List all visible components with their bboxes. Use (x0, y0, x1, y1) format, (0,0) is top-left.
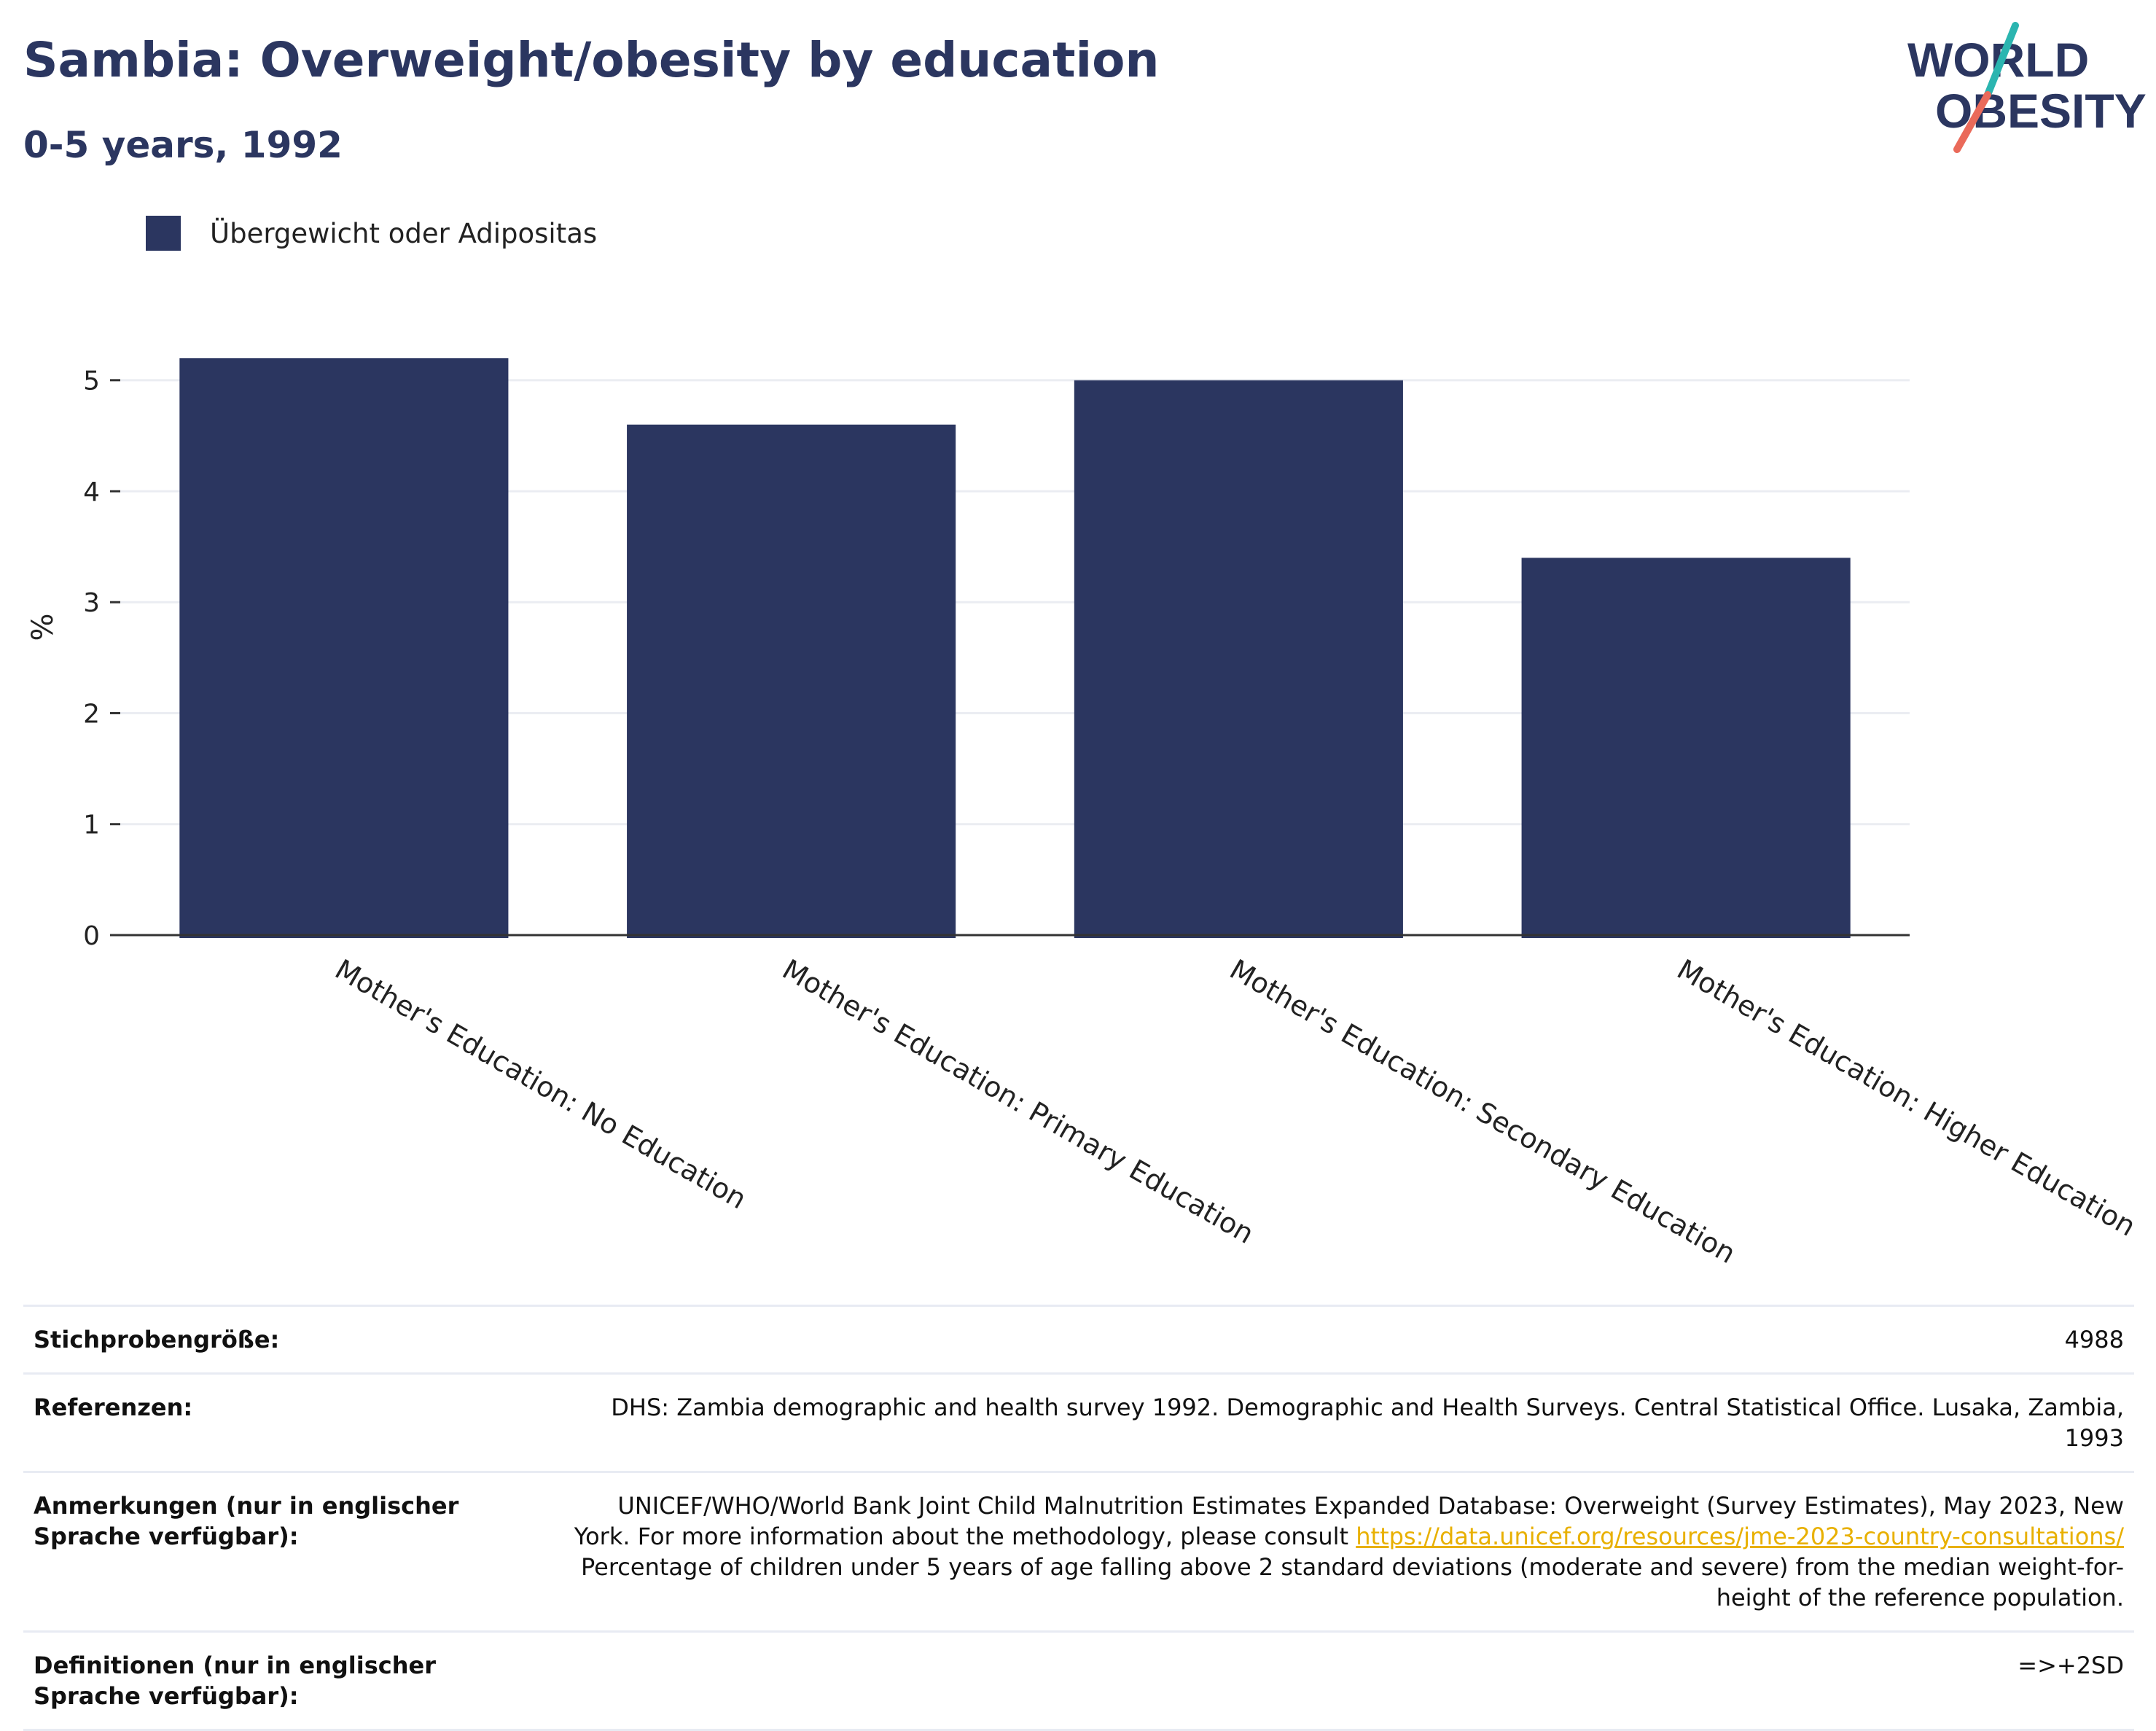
y-tick-label: 3 (83, 588, 100, 618)
x-tick-label: Mother's Education: Higher Education (1672, 953, 2141, 1243)
bar (179, 358, 509, 938)
meta-value: =>+2SD (554, 1630, 2134, 1731)
meta-row-references: Referenzen: DHS: Zambia demographic and … (23, 1372, 2134, 1473)
meta-key: Anmerkungen (nur in englischer Sprache v… (23, 1471, 554, 1633)
bar (1074, 380, 1403, 938)
x-tick-label: Mother's Education: No Education (329, 953, 751, 1216)
world-obesity-logo: WORLD OBESITY (1907, 22, 2147, 153)
meta-value: DHS: Zambia demographic and health surve… (554, 1372, 2134, 1473)
x-tick-label: Mother's Education: Primary Education (777, 953, 1259, 1250)
meta-row-sample-size: Stichprobengröße: 4988 (23, 1305, 2134, 1375)
logo-slash-coral (1953, 91, 1991, 153)
metadata-table: Stichprobengröße: 4988 Referenzen: DHS: … (23, 1305, 2134, 1731)
bars (179, 358, 1851, 938)
notes-text-after: Percentage of children under 5 years of … (581, 1553, 2124, 1611)
meta-value: 4988 (554, 1305, 2134, 1375)
meta-value: UNICEF/WHO/World Bank Joint Child Malnut… (554, 1471, 2134, 1633)
meta-key: Referenzen: (23, 1372, 554, 1473)
bar (1521, 558, 1851, 938)
y-tick-label: 1 (83, 810, 100, 840)
legend[interactable]: Übergewicht oder Adipositas (146, 216, 597, 251)
methodology-link[interactable]: https://data.unicef.org/resources/jme-20… (1356, 1523, 2124, 1550)
y-tick-label: 0 (83, 921, 100, 951)
y-tick-label: 4 (83, 477, 100, 507)
y-tick-label: 5 (83, 367, 100, 396)
legend-swatch (146, 216, 181, 251)
chart-title: Sambia: Overweight/obesity by education (23, 32, 1160, 88)
y-tick-label: 2 (83, 699, 100, 729)
legend-label: Übergewicht oder Adipositas (210, 217, 598, 249)
x-tick-labels: Mother's Education: No Education Mother's… (329, 953, 2141, 1270)
meta-row-definitions: Definitionen (nur in englischer Sprache … (23, 1630, 2134, 1731)
logo-slash-teal (1984, 22, 2019, 98)
chart-subtitle: 0-5 years, 1992 (23, 124, 343, 166)
meta-row-notes: Anmerkungen (nur in englischer Sprache v… (23, 1471, 2134, 1633)
meta-key: Stichprobengröße: (23, 1305, 554, 1375)
x-tick-label: Mother's Education: Secondary Education (1225, 953, 1741, 1270)
y-ticks: 0 1 2 3 4 5 (83, 367, 120, 951)
y-axis-label: % (26, 613, 60, 641)
meta-key: Definitionen (nur in englischer Sprache … (23, 1630, 554, 1731)
bar (627, 424, 956, 938)
notes-text-before: UNICEF/WHO/World Bank Joint Child Malnut… (574, 1492, 2124, 1550)
